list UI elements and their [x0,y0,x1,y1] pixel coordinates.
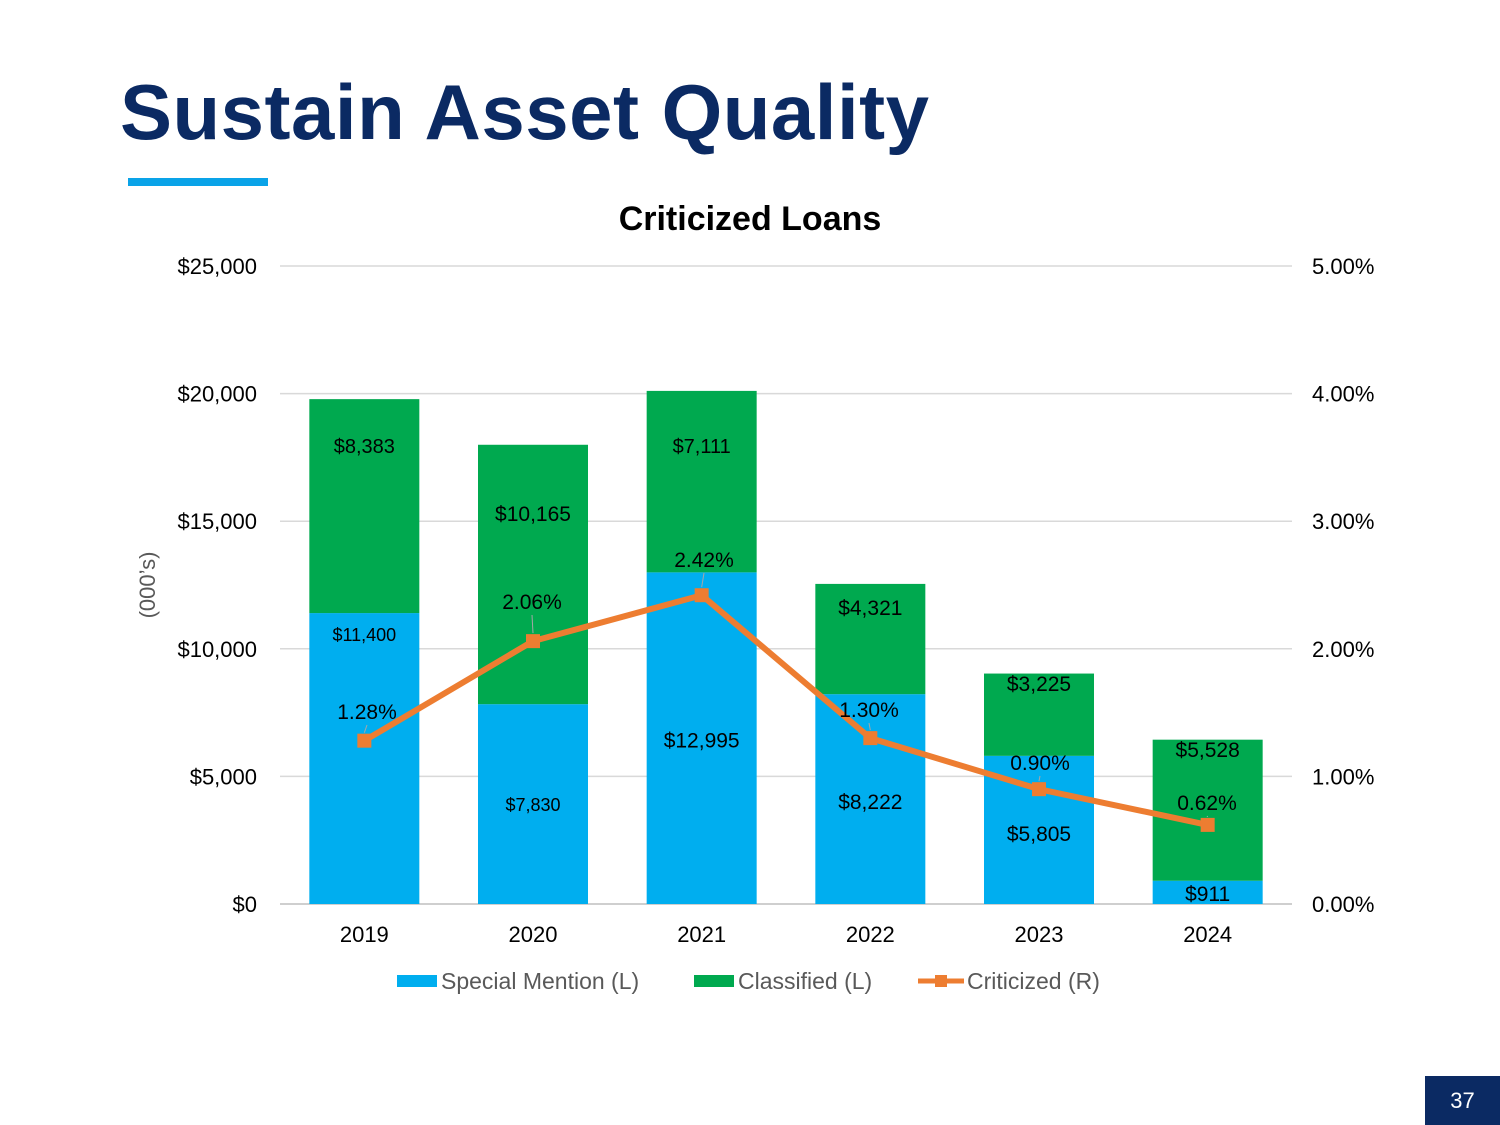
line-label-leader [868,722,871,731]
y2-tick-label: 0.00% [1312,892,1374,917]
line-label-leader [531,614,534,634]
data-labels: $11,400 $8,383 $7,830 $10,165 $12,995 $7,111 $… [332,436,1239,906]
criticized-value-label: 2.06% [502,591,562,614]
y2-tick-label: 4.00% [1312,382,1374,407]
criticized-line-path [362,592,1209,828]
y-tick-label: $0 [233,892,257,917]
legend: Special Mention (L) Classified (L) Critici… [397,968,1100,994]
special-mention-value-label: $911 [1185,883,1230,906]
bar-classified [984,673,1094,756]
line-label-leader [701,572,705,588]
criticized-marker [357,733,372,748]
classified-value-label: $4,321 [838,597,902,620]
criticized-marker [526,634,540,649]
legend-classified-label: Classified (L) [738,968,872,994]
legend-special-mention-swatch [397,975,437,987]
classified-value-label: $10,165 [495,503,571,526]
x-tick-label: 2024 [1183,922,1232,947]
page-title: Sustain Asset Quality [120,68,930,156]
bar-classified [309,399,420,614]
legend-classified-swatch [694,975,734,987]
x-tick-label: 2019 [340,922,389,947]
y-tick-label: $15,000 [177,509,257,534]
axes: $0 0.00% $5,000 1.00% $10,000 2.00% $15,000 3.0… [177,254,1374,947]
gridlines [280,265,1292,905]
classified-value-label: $8,383 [334,436,395,458]
x-tick-label: 2023 [1015,922,1064,947]
y-tick-label: $20,000 [177,382,257,407]
y2-tick-label: 5.00% [1312,254,1374,279]
special-mention-value-label: $11,400 [332,625,396,645]
criticized-line [357,588,1215,832]
bar-classified [646,390,757,573]
legend-criticized-label: Criticized (R) [967,968,1100,994]
criticized-value-label: 1.28% [337,701,397,724]
special-mention-value-label: $7,830 [505,795,560,815]
criticized-marker [863,731,878,746]
classified-value-label: $5,528 [1176,739,1240,762]
bar-classified [815,583,926,695]
legend-special-mention-label: Special Mention (L) [441,968,639,994]
special-mention-value-label: $8,222 [838,791,902,814]
bar-classified [1152,739,1263,881]
classified-value-label: $3,225 [1007,673,1071,696]
line-label-leader [1038,775,1041,782]
criticized-value-label: 0.90% [1010,752,1070,775]
bar-special-mention [1152,880,1263,904]
page-number: 37 [1425,1076,1500,1125]
y-tick-label: $10,000 [177,637,257,662]
y2-tick-label: 3.00% [1312,509,1374,534]
y2-tick-label: 2.00% [1312,637,1374,662]
bar-special-mention [309,613,420,904]
x-tick-label: 2021 [677,922,726,947]
legend-criticized-marker [935,975,947,987]
special-mention-value-label: $5,805 [1007,823,1071,846]
criticized-value-label: 2.42% [674,549,734,572]
y-tick-label: $5,000 [190,764,257,789]
x-tick-label: 2022 [846,922,895,947]
line-label-leader [363,724,368,733]
y-axis-label: (000’s) [135,552,160,619]
criticized-value-label: 0.62% [1177,792,1237,815]
bar-special-mention [478,704,588,904]
title-accent-rule [128,178,268,186]
special-mention-value-label: $12,995 [664,729,740,752]
x-tick-label: 2020 [509,922,558,947]
criticized-marker [694,588,709,603]
y2-tick-label: 1.00% [1312,764,1374,789]
criticized-marker [1200,817,1215,832]
chart-title: Criticized Loans [619,200,882,238]
classified-value-label: $7,111 [673,436,731,458]
line-label-leader [1206,815,1209,818]
criticized-value-label: 1.30% [839,699,899,722]
y-tick-label: $25,000 [177,254,257,279]
bars [309,390,1263,904]
criticized-marker [1032,782,1046,797]
